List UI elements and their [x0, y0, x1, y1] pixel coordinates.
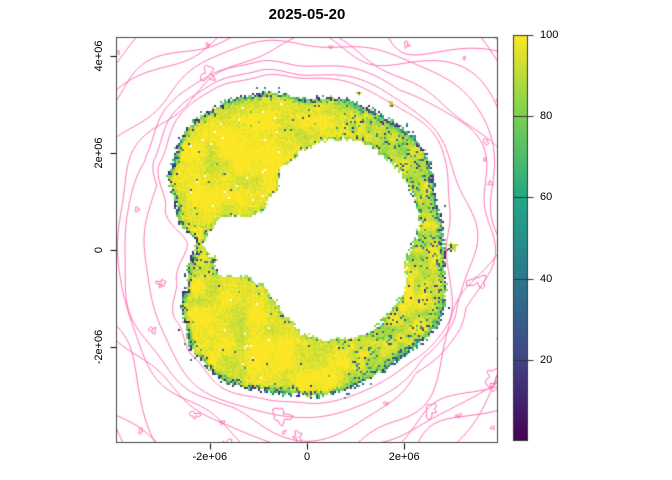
y-axis-tick-label: 0: [93, 246, 105, 254]
colorbar-tick-label: 100: [540, 29, 559, 41]
colorbar-tick-label: 60: [540, 191, 553, 204]
x-axis-tick-label: 2e+06: [388, 451, 420, 463]
colorbar-tick-label: 40: [540, 272, 553, 285]
colorbar-tick-label: 20: [540, 353, 553, 366]
plot-title: 2025-05-20: [268, 6, 346, 23]
colorbar-tick-label: 80: [540, 110, 553, 123]
x-axis-tick-label: 0: [303, 451, 311, 463]
x-axis-tick-label: -2e+06: [192, 451, 228, 463]
y-axis-tick-label: 4e+06: [93, 40, 105, 72]
y-axis-tick-label: -2e+06: [93, 329, 105, 365]
y-axis-tick-label: 2e+06: [93, 137, 105, 169]
